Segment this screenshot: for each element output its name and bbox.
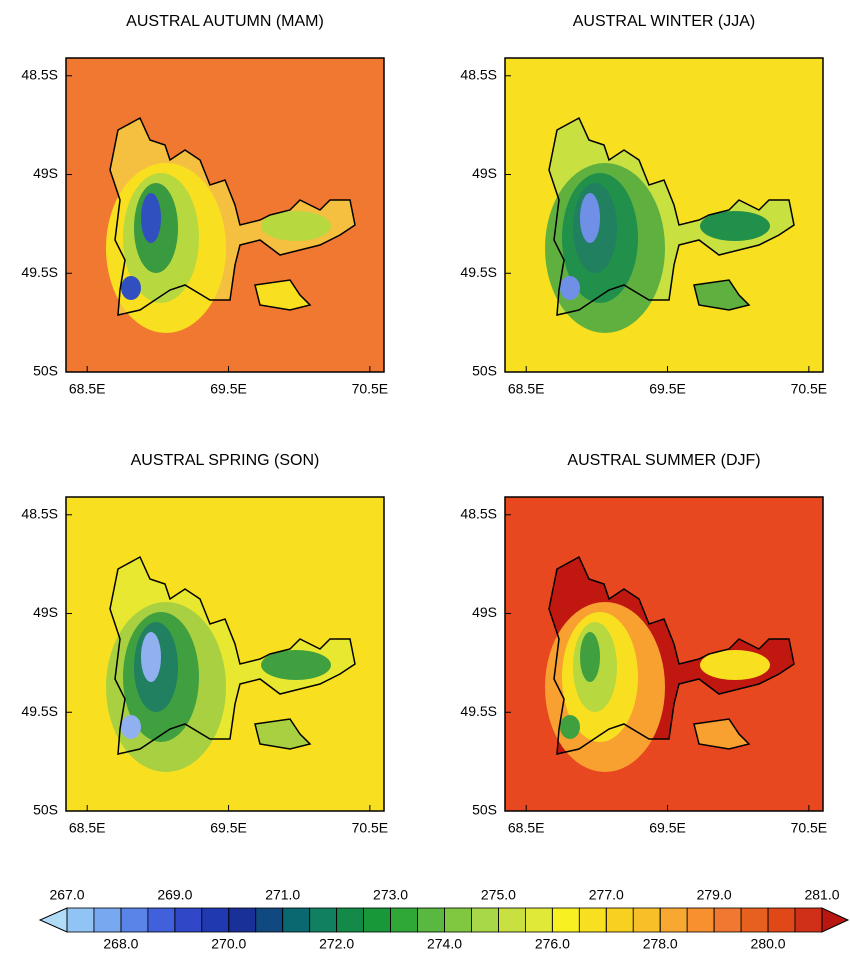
y-tick-label: 49.5S — [21, 264, 58, 280]
x-tick-label: 70.5E — [791, 381, 828, 397]
colorbar-box — [121, 908, 148, 932]
colorbar-label: 277.0 — [589, 887, 624, 903]
field-blob — [121, 276, 141, 300]
colorbar-label: 274.0 — [427, 936, 462, 952]
colorbar-box — [579, 908, 606, 932]
y-tick-label: 49S — [33, 604, 58, 620]
colorbar-box — [795, 908, 822, 932]
panel-title: AUSTRAL AUTUMN (MAM) — [126, 13, 324, 30]
field-blob — [700, 650, 770, 680]
colorbar-label: 272.0 — [319, 936, 354, 952]
colorbar-box — [498, 908, 525, 932]
field-blob — [261, 650, 331, 680]
colorbar-box — [445, 908, 472, 932]
colorbar-box — [525, 908, 552, 932]
colorbar-box — [94, 908, 121, 932]
y-tick-label: 49S — [472, 604, 497, 620]
colorbar-box — [175, 908, 202, 932]
colorbar-label: 280.0 — [751, 936, 786, 952]
colorbar-label: 279.0 — [697, 887, 732, 903]
colorbar-box — [552, 908, 579, 932]
field-blob — [560, 715, 580, 739]
field-blob — [141, 193, 161, 243]
y-tick-label: 50S — [472, 802, 497, 818]
colorbar-label: 273.0 — [373, 887, 408, 903]
x-tick-label: 69.5E — [210, 820, 247, 836]
x-tick-label: 68.5E — [508, 381, 545, 397]
x-tick-label: 69.5E — [649, 820, 686, 836]
colorbar-box — [418, 908, 445, 932]
colorbar-box — [337, 908, 364, 932]
y-tick-label: 49.5S — [460, 703, 497, 719]
y-tick-label: 48.5S — [21, 66, 58, 82]
colorbar-box — [283, 908, 310, 932]
x-tick-label: 68.5E — [508, 820, 545, 836]
field-blob — [261, 211, 331, 241]
figure: 68.5E 69.5E 70.5E 48.5S 49S 49.5S 50S AUSTRAL A… — [0, 0, 850, 957]
field-blob — [580, 193, 600, 243]
colorbar-label: 269.0 — [157, 887, 192, 903]
x-tick-label: 70.5E — [352, 820, 389, 836]
map-panel: 68.5E 69.5E 70.5E 48.5S 49S 49.5S 50S — [460, 497, 827, 836]
colorbar-box — [471, 908, 498, 932]
map-panel: 68.5E 69.5E 70.5E 48.5S 49S 49.5S 50S — [21, 497, 388, 836]
map-panel: 68.5E 69.5E 70.5E 48.5S 49S 49.5S 50S — [21, 58, 388, 397]
y-tick-label: 48.5S — [460, 505, 497, 521]
field-blob — [560, 276, 580, 300]
colorbar-over — [822, 908, 848, 932]
colorbar: 267.0 268.0 269.0 270.0 271.0 272.0 273.0 274.0… — [40, 887, 848, 952]
colorbar-label: 275.0 — [481, 887, 516, 903]
colorbar-box — [256, 908, 283, 932]
colorbar-box — [364, 908, 391, 932]
colorbar-box — [67, 908, 94, 932]
colorbar-box — [633, 908, 660, 932]
x-tick-label: 68.5E — [69, 381, 106, 397]
panel-title: AUSTRAL SPRING (SON) — [131, 452, 320, 469]
y-tick-label: 49.5S — [21, 703, 58, 719]
colorbar-box — [391, 908, 418, 932]
colorbar-box — [714, 908, 741, 932]
colorbar-box — [741, 908, 768, 932]
colorbar-box — [768, 908, 795, 932]
field-blob — [121, 715, 141, 739]
field-blob — [141, 632, 161, 682]
panel-title: AUSTRAL SUMMER (DJF) — [567, 452, 760, 469]
colorbar-box — [148, 908, 175, 932]
field-blob — [580, 632, 600, 682]
y-tick-label: 49S — [33, 165, 58, 181]
y-tick-label: 50S — [33, 363, 58, 379]
colorbar-box — [606, 908, 633, 932]
y-tick-label: 50S — [472, 363, 497, 379]
x-tick-label: 69.5E — [210, 381, 247, 397]
colorbar-box — [660, 908, 687, 932]
map-panel: 68.5E 69.5E 70.5E 48.5S 49S 49.5S 50S — [460, 58, 827, 397]
x-tick-label: 69.5E — [649, 381, 686, 397]
colorbar-box — [687, 908, 714, 932]
y-tick-label: 49S — [472, 165, 497, 181]
panel-title: AUSTRAL WINTER (JJA) — [573, 13, 756, 30]
colorbar-label: 268.0 — [103, 936, 138, 952]
y-tick-label: 50S — [33, 802, 58, 818]
y-tick-label: 48.5S — [21, 505, 58, 521]
colorbar-label: 281.0 — [804, 887, 839, 903]
y-tick-label: 48.5S — [460, 66, 497, 82]
colorbar-box — [310, 908, 337, 932]
colorbar-under — [40, 908, 67, 932]
x-tick-label: 68.5E — [69, 820, 106, 836]
colorbar-box — [229, 908, 256, 932]
colorbar-label: 276.0 — [535, 936, 570, 952]
colorbar-label: 267.0 — [49, 887, 84, 903]
y-tick-label: 49.5S — [460, 264, 497, 280]
field-blob — [700, 211, 770, 241]
colorbar-label: 271.0 — [265, 887, 300, 903]
colorbar-box — [202, 908, 229, 932]
x-tick-label: 70.5E — [791, 820, 828, 836]
colorbar-label: 270.0 — [211, 936, 246, 952]
x-tick-label: 70.5E — [352, 381, 389, 397]
colorbar-label: 278.0 — [643, 936, 678, 952]
